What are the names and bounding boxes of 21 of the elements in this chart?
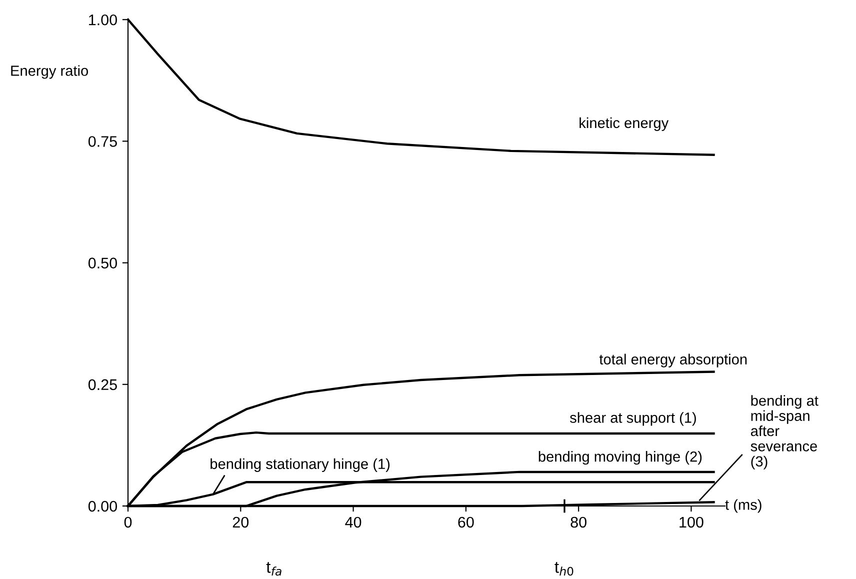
series-label: bending stationary hinge (1)	[210, 458, 390, 472]
series-label: shear at support (1)	[570, 412, 696, 426]
y-tick-label: 0.00	[88, 500, 117, 512]
series-label: bending moving hinge (2)	[538, 451, 702, 465]
x-axis-title: t (ms)	[725, 499, 762, 513]
x-tick-label: 80	[570, 516, 586, 528]
series-label: total energy absorption	[599, 354, 747, 368]
x-tick-label: 100	[680, 516, 704, 528]
x-tick-label: 0	[124, 516, 132, 528]
text: bending at mid-span after severance (3)	[750, 395, 818, 470]
text: t$_{fa}$	[266, 562, 282, 576]
y-tick-label: 1.00	[89, 14, 117, 26]
x-tick-label: 40	[345, 516, 362, 528]
y-tick-label: 0.75	[88, 136, 117, 147]
text: t$_{h0}$	[554, 562, 574, 576]
x-tick-label: 20	[232, 516, 249, 528]
y-tick-label: 0.50	[88, 258, 117, 268]
y-tick-label: 0.25	[88, 379, 117, 390]
x-tick-label: 60	[458, 516, 474, 528]
y-axis-title: Energy ratio	[11, 65, 88, 79]
series-label: kinetic energy	[580, 117, 669, 131]
